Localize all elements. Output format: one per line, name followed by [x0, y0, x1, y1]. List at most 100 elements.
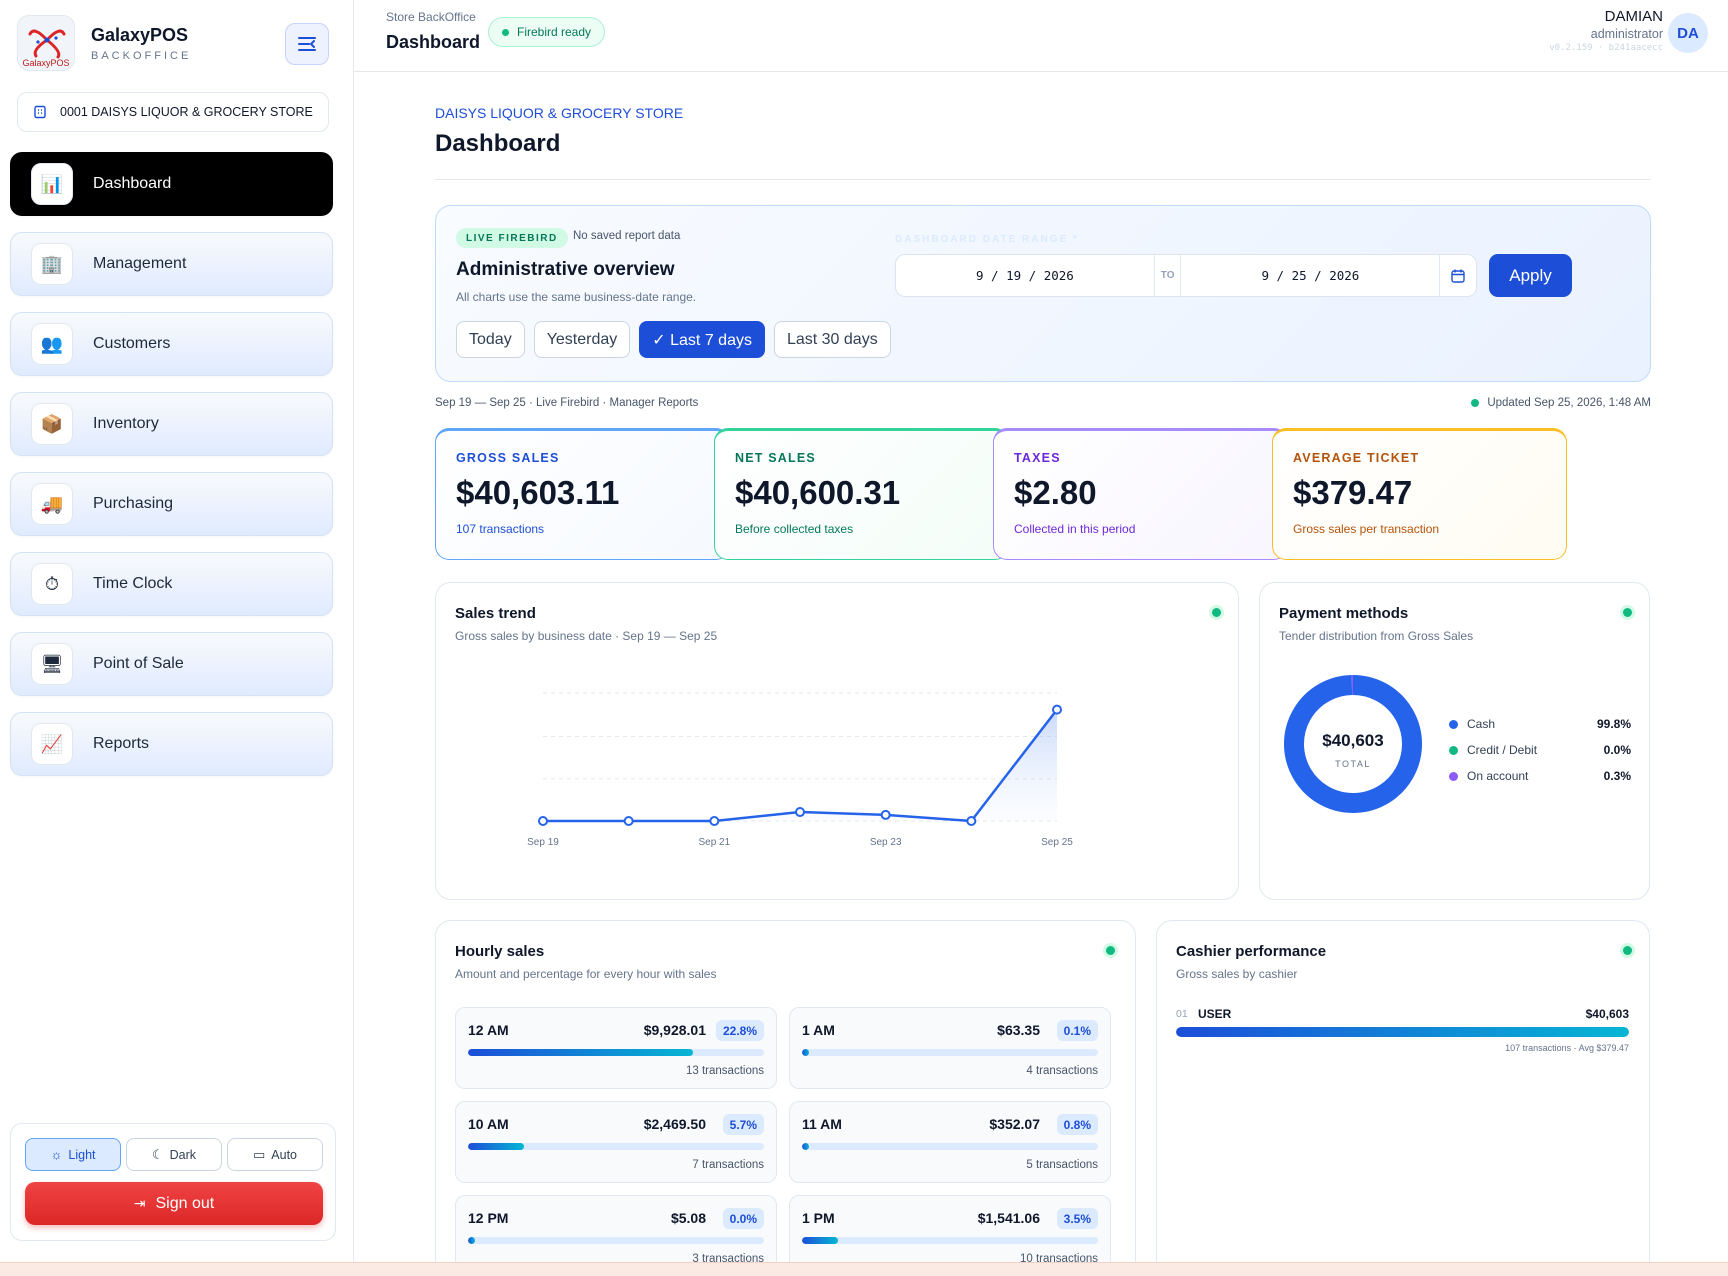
cashier-bar-track [1176, 1027, 1629, 1037]
trend-chart-icon: 📈 [31, 723, 73, 765]
sidebar-item-management[interactable]: 🏢 Management [10, 232, 333, 296]
sidebar-item-dashboard[interactable]: 📊 Dashboard [10, 152, 333, 216]
hour-bar-fill [468, 1237, 475, 1244]
sales-point[interactable] [538, 816, 548, 826]
sales-trend-chart: Sep 19 Sep 21 Sep 23 Sep 25 [527, 692, 1073, 848]
hour-percent-badge: 0.8% [1056, 1114, 1098, 1135]
hour-percent-badge: 5.7% [722, 1114, 764, 1135]
sales-point[interactable] [623, 816, 634, 826]
last-updated-label: Updated Sep 25, 2026, 1:48 AM [1487, 397, 1651, 409]
sales-point[interactable] [795, 807, 805, 818]
cashier-row: 01 USER $40,603 107 transactions · Avg $379… [1176, 1007, 1629, 1053]
x-tick-label: Sep 25 [1041, 837, 1073, 848]
logo-text: GalaxyPOS [22, 58, 70, 68]
hour-label: 11 AM [802, 1116, 842, 1132]
user-info: DAMIAN administrator v0.2.159 · b241aace… [1549, 8, 1663, 53]
main-content: DAISYS LIQUOR & GROCERY STORE Dashboard … [354, 72, 1728, 1276]
legend-percent: 0.0% [1603, 743, 1631, 757]
sidebar-item-time-clock[interactable]: ⏱ Time Clock [10, 552, 333, 616]
avatar[interactable]: DA [1668, 13, 1708, 53]
legend-swatch [1449, 771, 1458, 781]
monitor-icon: 🖥 [31, 643, 73, 685]
donut-total-value: $40,603 [1322, 731, 1383, 750]
hour-transactions: 13 transactions [686, 1065, 764, 1077]
start-date-input[interactable]: 9 / 19 / 2026 [976, 268, 1074, 283]
hour-transactions: 4 transactions [1026, 1065, 1098, 1077]
sales-point[interactable] [1052, 704, 1062, 715]
preset-last-7-days-button[interactable]: ✓ Last 7 days [639, 321, 765, 358]
hour-amount: $63.35 [997, 1022, 1040, 1038]
x-tick-label: Sep 23 [870, 837, 902, 848]
theme-dark-button[interactable]: ☾ Dark [126, 1138, 222, 1171]
cashier-row-header: 01 USER $40,603 [1176, 1007, 1629, 1021]
building-icon: 🏢 [31, 243, 73, 285]
sidebar-item-purchasing[interactable]: 🚚 Purchasing [10, 472, 333, 536]
brand[interactable]: GalaxyPOS GalaxyPOS BACKOFFICE [17, 15, 191, 71]
sidebar-item-label: Reports [93, 735, 150, 752]
theme-light-label: Light [68, 1147, 96, 1162]
payment-legend: Cash 99.8% Credit / Debit 0.0% On account 0.3… [1449, 711, 1631, 789]
hourly-sales-panel: Hourly sales Amount and percentage for e… [435, 920, 1136, 1276]
hour-bar-track [468, 1237, 764, 1244]
sales-point[interactable] [966, 816, 977, 826]
sidebar-item-label: Management [93, 255, 187, 272]
sidebar-item-label: Dashboard [93, 175, 172, 192]
preset-yesterday-button[interactable]: Yesterday [533, 321, 631, 358]
hour-amount: $1,541.06 [977, 1210, 1040, 1226]
kpi-label: NET SALES [735, 451, 816, 465]
legend-item: Cash 99.8% [1449, 711, 1631, 737]
date-presets: Today Yesterday ✓ Last 7 days Last 30 days [456, 321, 891, 358]
hourly-card: 11 AM $352.07 0.8% 5 transactions [789, 1101, 1111, 1183]
sidebar-item-customers[interactable]: 👥 Customers [10, 312, 333, 376]
sidebar-item-inventory[interactable]: 📦 Inventory [10, 392, 333, 456]
sidebar-item-label: Customers [93, 335, 171, 352]
apply-button[interactable]: Apply [1489, 254, 1572, 297]
cashier-performance-title: Cashier performance [1176, 943, 1327, 960]
firebird-status-badge: Firebird ready [488, 17, 606, 47]
sales-point[interactable] [709, 816, 720, 826]
end-date-input[interactable]: 9 / 25 / 2026 [1261, 268, 1360, 283]
cashier-status-dot [1623, 946, 1632, 955]
hour-bar-fill [468, 1049, 693, 1056]
donut-slice-cash[interactable] [1284, 675, 1422, 813]
truck-icon: 🚚 [31, 483, 73, 525]
hour-bar-fill [802, 1049, 809, 1056]
hour-bar-track [802, 1237, 1098, 1244]
hour-amount: $2,469.50 [643, 1116, 706, 1132]
theme-auto-button[interactable]: ▭ Auto [227, 1138, 323, 1171]
sidebar-item-reports[interactable]: 📈 Reports [10, 712, 333, 776]
top-bar: Store BackOffice Dashboard Firebird read… [354, 0, 1728, 72]
user-role: administrator [1590, 27, 1663, 41]
store-selector[interactable]: 0001 DAISYS LIQUOR & GROCERY STORE [17, 92, 329, 132]
sales-area [543, 709, 1057, 821]
kpi-subtext: Collected in this period [1014, 522, 1136, 536]
hour-bar-track [802, 1143, 1098, 1150]
sales-point[interactable] [880, 809, 891, 820]
preset-last-30-days-button[interactable]: Last 30 days [773, 321, 891, 358]
users-icon: 👥 [31, 323, 73, 365]
donut-total-label: TOTAL [1335, 759, 1371, 769]
calendar-button[interactable] [1439, 254, 1476, 297]
hourly-card: 1 AM $63.35 0.1% 4 transactions [789, 1007, 1111, 1089]
hourly-sales-title: Hourly sales [455, 943, 545, 960]
hourly-sales-subtitle: Amount and percentage for every hour wit… [455, 967, 717, 981]
live-dot [1471, 399, 1480, 407]
kpi-gross-sales-card: GROSS SALES $40,603.11 107 transactions [435, 428, 730, 560]
theme-switcher: ☼ Light ☾ Dark ▭ Auto [25, 1138, 323, 1171]
legend-percent: 0.3% [1603, 769, 1631, 783]
preset-today-button[interactable]: Today [456, 321, 525, 358]
sidebar-item-point-of-sale[interactable]: 🖥 Point of Sale [10, 632, 333, 696]
title-divider [435, 179, 1650, 180]
calendar-icon [1451, 269, 1465, 283]
hour-transactions: 5 transactions [1026, 1159, 1098, 1171]
kpi-value: $40,603.11 [456, 474, 620, 511]
sign-out-button[interactable]: ⇥ Sign out [25, 1182, 323, 1225]
hour-label: 1 PM [802, 1210, 835, 1226]
breadcrumb[interactable]: Store BackOffice [386, 10, 476, 24]
legend-item: Credit / Debit 0.0% [1449, 737, 1631, 763]
payment-methods-title: Payment methods [1279, 605, 1409, 622]
theme-light-button[interactable]: ☼ Light [25, 1138, 121, 1171]
payment-methods-panel: Payment methods Tender distribution from… [1259, 582, 1650, 900]
kpi-subtext: 107 transactions [456, 522, 545, 536]
collapse-sidebar-button[interactable] [285, 23, 329, 65]
